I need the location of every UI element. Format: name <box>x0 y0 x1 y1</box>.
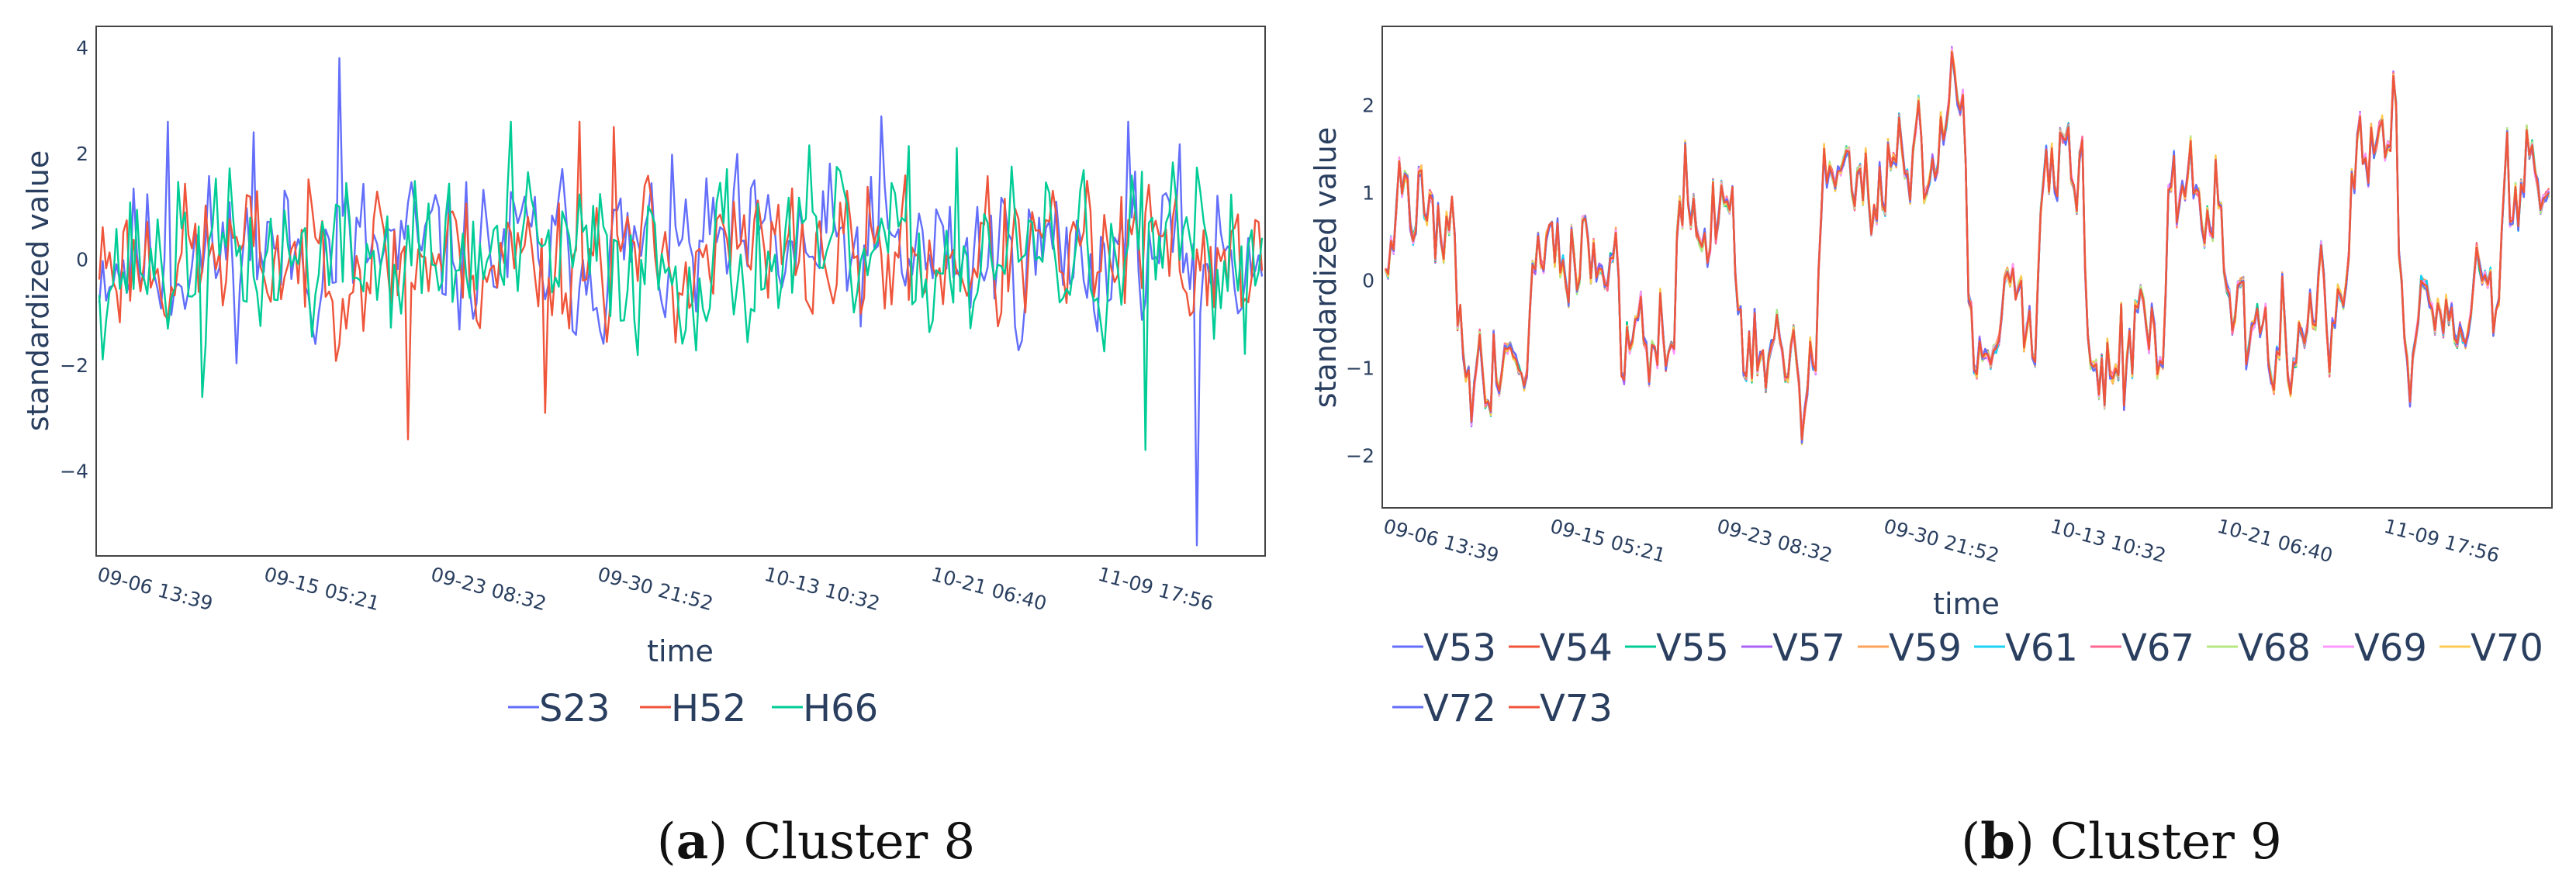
legend-label-v54[interactable]: V54 <box>1540 626 1613 670</box>
a-y-tick-label: 4 <box>76 36 88 59</box>
panel-b-x-ticks: 09-06 13:39 09-15 05:21 09-23 08:32 09-30 2… <box>1381 515 2502 568</box>
legend-label-v55[interactable]: V55 <box>1656 626 1729 670</box>
legend-label-h66[interactable]: H66 <box>803 687 878 730</box>
b-x-tick-label: 09-30 21:52 <box>1881 515 2001 568</box>
b-x-tick-label: 10-21 06:40 <box>2215 515 2335 568</box>
b-x-tick-label: 09-23 08:32 <box>1714 515 1834 568</box>
a-y-tick-label: −4 <box>60 461 88 483</box>
a-y-tick-label: 2 <box>76 143 88 165</box>
b-y-tick-label: −2 <box>1346 444 1374 467</box>
panel-a-y-axis-title: standardized value <box>21 150 55 431</box>
panel-b-y-axis-title: standardized value <box>1309 127 1343 408</box>
b-y-tick-label: 2 <box>1362 95 1374 117</box>
a-x-tick-label: 09-15 05:21 <box>261 563 382 616</box>
panel-a-x-ticks: 09-06 13:39 09-15 05:21 09-23 08:32 09-30 2… <box>95 563 1215 616</box>
legend-label-h52[interactable]: H52 <box>671 687 746 730</box>
panel-a-series-group <box>98 57 1264 547</box>
legend-label-v72[interactable]: V72 <box>1423 687 1496 730</box>
panel-b-y-ticks: −2 −1 0 1 2 <box>1346 95 1374 468</box>
panel-a-y-ticks: −4 −2 0 2 4 <box>60 36 88 482</box>
legend-label-v73[interactable]: V73 <box>1540 687 1613 730</box>
legend-label-v57[interactable]: V57 <box>1772 626 1845 670</box>
panel-a-series-h52[interactable] <box>98 120 1264 440</box>
a-y-tick-label: −2 <box>60 354 88 377</box>
a-x-tick-label: 10-13 10:32 <box>762 563 882 616</box>
a-x-tick-label: 10-21 06:40 <box>928 563 1049 616</box>
legend-label-v59[interactable]: V59 <box>1889 626 1962 670</box>
legend-label-s23[interactable]: S23 <box>539 687 610 730</box>
panel-a-series-h66[interactable] <box>98 120 1264 451</box>
a-x-tick-label: 11-09 17:56 <box>1095 563 1215 616</box>
b-y-tick-label: 0 <box>1362 269 1374 292</box>
a-y-tick-label: 0 <box>76 249 88 271</box>
panel-b: −2 −1 0 1 2 09-06 13:39 09-15 05:21 09-23 08:3… <box>1309 26 2553 871</box>
legend-label-v68[interactable]: V68 <box>2238 626 2311 670</box>
b-x-tick-label: 09-15 05:21 <box>1547 515 1668 568</box>
panel-b-caption: (b) Cluster 9 <box>1961 813 2282 871</box>
panel-a-legend[interactable]: S23 H52 H66 <box>508 687 878 730</box>
panel-a-caption: (a) Cluster 8 <box>657 813 976 871</box>
legend-label-v69[interactable]: V69 <box>2354 626 2427 670</box>
b-x-tick-label: 09-06 13:39 <box>1381 515 1501 568</box>
panel-b-x-axis-title: time <box>1933 587 2000 621</box>
a-x-tick-label: 09-06 13:39 <box>95 563 215 616</box>
b-x-tick-label: 10-13 10:32 <box>2048 515 2168 568</box>
panel-b-legend[interactable]: V53 V54 V55 V57 V59 V61 V67 V68 V69 V70 V72 V73 <box>1392 626 2543 730</box>
a-x-tick-label: 09-30 21:52 <box>595 563 715 616</box>
legend-label-v61[interactable]: V61 <box>2005 626 2078 670</box>
panel-a-x-axis-title: time <box>647 634 714 668</box>
a-x-tick-label: 09-23 08:32 <box>428 563 548 616</box>
panel-a: −4 −2 0 2 4 09-06 13:39 09-15 05:21 09-23 08:3… <box>21 26 1266 871</box>
legend-label-v70[interactable]: V70 <box>2471 626 2543 670</box>
b-y-tick-label: −1 <box>1346 357 1374 379</box>
b-y-tick-label: 1 <box>1362 182 1374 205</box>
legend-label-v67[interactable]: V67 <box>2121 626 2194 670</box>
legend-label-v53[interactable]: V53 <box>1423 626 1496 670</box>
b-x-tick-label: 11-09 17:56 <box>2381 515 2502 568</box>
panel-b-series-v73[interactable] <box>1384 51 2550 440</box>
panel-b-series-group <box>1384 46 2550 446</box>
